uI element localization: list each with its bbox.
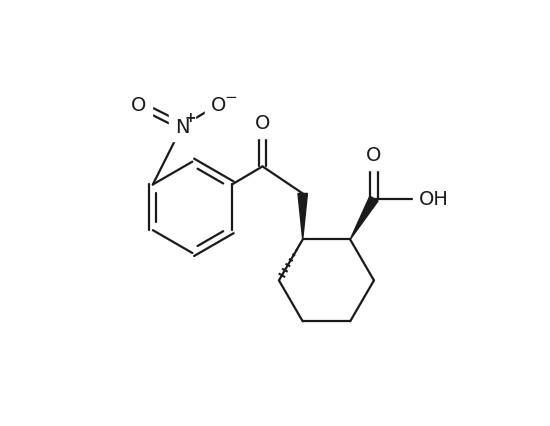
Text: OH: OH [419, 190, 449, 209]
Polygon shape [298, 194, 307, 240]
Polygon shape [350, 197, 378, 240]
Text: +: + [184, 111, 196, 125]
Text: O: O [211, 95, 227, 115]
Text: O: O [130, 95, 146, 115]
Text: N: N [175, 118, 189, 136]
Text: O: O [255, 114, 270, 133]
Text: O: O [366, 146, 382, 165]
Text: −: − [224, 89, 236, 104]
